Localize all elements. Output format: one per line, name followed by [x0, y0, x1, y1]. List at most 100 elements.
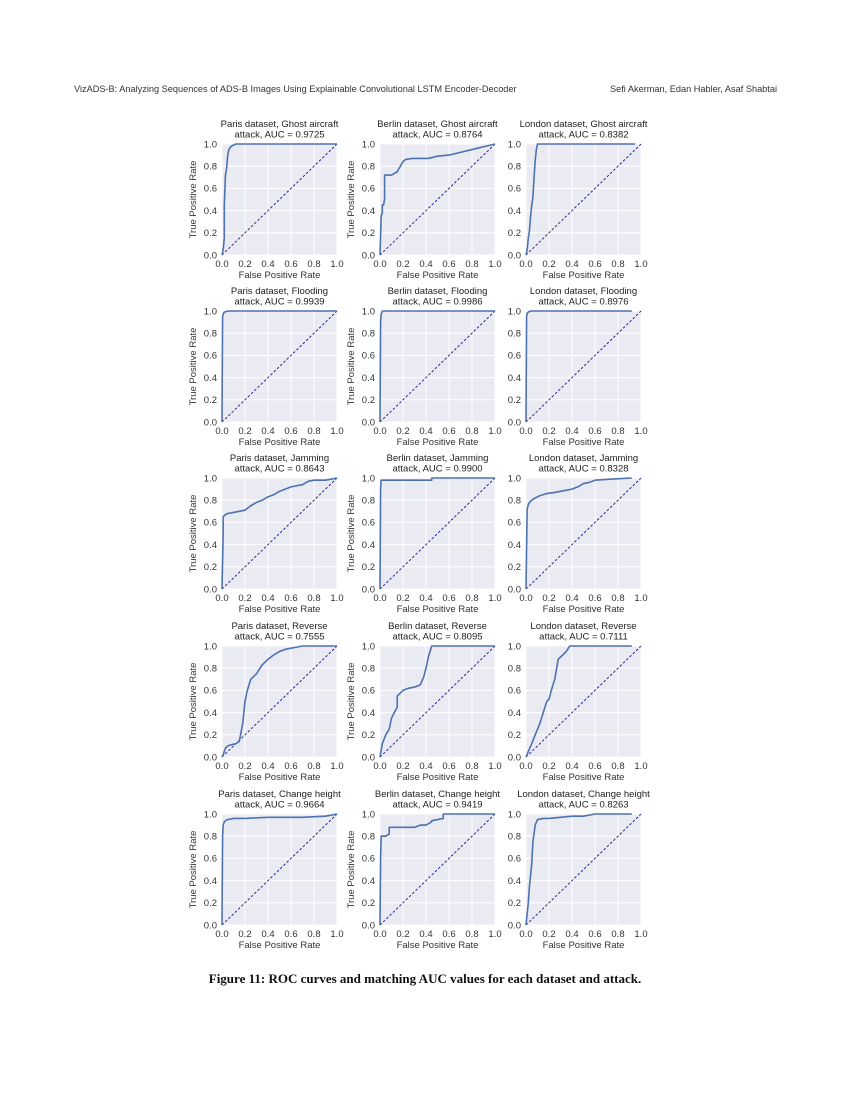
x-tick-label: 0.2: [542, 593, 555, 604]
x-axis-label: False Positive Rate: [397, 270, 479, 281]
x-tick-label: 0.2: [542, 259, 555, 270]
y-tick-label: 0.6: [362, 351, 375, 362]
y-tick-label: 0.2: [362, 395, 375, 406]
y-axis-label: True Positive Rate: [188, 328, 199, 406]
y-axis-label: True Positive Rate: [188, 495, 199, 573]
plot-background: [222, 814, 337, 925]
roc-curve-line: [379, 310, 495, 423]
y-tick-label: 0.6: [204, 686, 217, 697]
x-tick-label: 0.6: [284, 929, 297, 940]
roc-chart-svg: 0.0 0.2 0.4 0.6 0.8 1.0 0.0 0.2 0.4 0.6 0.8 1.0 Fals…: [346, 789, 502, 951]
y-tick-label: 0.8: [204, 329, 217, 340]
roc-chart-svg: 0.0 0.2 0.4 0.6 0.8 1.0 0.0 0.2 0.4 0.6 0.8 1.0 Fals…: [508, 621, 648, 783]
roc-chart-panel: 0.0 0.2 0.4 0.6 0.8 1.0 0.0 0.2 0.4 0.6 0.8 1.0 Fals…: [334, 787, 514, 951]
x-tick-label: 0.4: [261, 929, 274, 940]
roc-curve-line: [379, 477, 495, 590]
roc-chart-panel: 0.0 0.2 0.4 0.6 0.8 1.0 0.0 0.2 0.4 0.6 0.8 1.0 Fals…: [480, 619, 660, 783]
roc-chart-panel: 0.0 0.2 0.4 0.6 0.8 1.0 0.0 0.2 0.4 0.6 0.8 1.0 Fals…: [176, 619, 356, 783]
y-axis-label: True Positive Rate: [346, 663, 357, 741]
y-axis-label: True Positive Rate: [346, 328, 357, 406]
roc-chart-panel: 0.0 0.2 0.4 0.6 0.8 1.0 0.0 0.2 0.4 0.6 0.8 1.0 Fals…: [176, 117, 356, 281]
roc-chart-panel: 0.0 0.2 0.4 0.6 0.8 1.0 0.0 0.2 0.4 0.6 0.8 1.0 Fals…: [176, 787, 356, 951]
y-tick-label: 1.0: [508, 641, 521, 652]
y-tick-label: 1.0: [362, 809, 375, 820]
chart-title-line: attack, AUC = 0.8263: [538, 800, 628, 811]
y-tick-label: 0.4: [508, 206, 521, 217]
plot-background: [380, 144, 495, 255]
y-tick-label: 0.6: [508, 686, 521, 697]
x-tick-label: 1.0: [488, 259, 501, 270]
y-tick-label: 0.8: [362, 329, 375, 340]
x-axis-label: False Positive Rate: [543, 270, 625, 281]
chart-title-line: attack, AUC = 0.8976: [538, 297, 628, 308]
x-axis-label: False Positive Rate: [239, 604, 321, 615]
x-tick-label: 1.0: [634, 259, 647, 270]
y-axis-label: True Positive Rate: [346, 831, 357, 909]
x-tick-label: 0.8: [307, 761, 320, 772]
y-tick-label: 0.6: [508, 184, 521, 195]
y-tick-label: 0.0: [362, 417, 375, 428]
roc-curve-line: [221, 645, 337, 758]
y-tick-label: 0.4: [508, 708, 521, 719]
x-tick-label: 0.8: [465, 259, 478, 270]
y-tick-label: 0.4: [362, 540, 375, 551]
x-tick-label: 0.8: [307, 426, 320, 437]
x-tick-label: 0.0: [215, 593, 228, 604]
y-tick-label: 0.0: [362, 752, 375, 763]
x-tick-label: 1.0: [634, 426, 647, 437]
x-tick-label: 0.0: [373, 426, 386, 437]
roc-chart-panel: 0.0 0.2 0.4 0.6 0.8 1.0 0.0 0.2 0.4 0.6 0.8 1.0 Fals…: [334, 619, 514, 783]
y-tick-label: 0.6: [362, 518, 375, 529]
y-tick-label: 1.0: [362, 139, 375, 150]
y-tick-label: 1.0: [362, 641, 375, 652]
x-axis-label: False Positive Rate: [543, 437, 625, 448]
chart-title-line: attack, AUC = 0.7111: [539, 632, 628, 643]
x-tick-label: 0.4: [565, 929, 578, 940]
chart-title-line: Berlin dataset, Jamming: [387, 453, 489, 464]
roc-curve-line: [221, 310, 337, 423]
chart-title-line: London dataset, Jamming: [529, 453, 638, 464]
plot-background: [526, 311, 641, 422]
y-tick-label: 0.4: [204, 540, 217, 551]
x-tick-label: 0.8: [465, 593, 478, 604]
x-tick-label: 0.6: [284, 259, 297, 270]
x-tick-label: 0.8: [611, 259, 624, 270]
x-tick-label: 0.4: [419, 929, 432, 940]
y-tick-label: 1.0: [204, 473, 217, 484]
x-tick-label: 0.0: [215, 761, 228, 772]
chart-title-line: London dataset, Ghost aircraft: [520, 119, 648, 130]
x-tick-label: 0.4: [419, 761, 432, 772]
chart-title-line: London dataset, Reverse: [530, 621, 636, 632]
running-head: VizADS-B: Analyzing Sequences of ADS-B I…: [74, 84, 777, 98]
x-tick-label: 0.0: [519, 259, 532, 270]
y-tick-label: 1.0: [204, 809, 217, 820]
x-tick-label: 0.4: [261, 761, 274, 772]
x-tick-label: 0.2: [238, 426, 251, 437]
y-tick-label: 0.6: [204, 854, 217, 865]
y-tick-label: 0.0: [508, 752, 521, 763]
y-tick-label: 0.0: [508, 584, 521, 595]
y-tick-label: 0.0: [362, 584, 375, 595]
roc-curve-line: [221, 477, 338, 590]
x-axis-label: False Positive Rate: [239, 940, 321, 951]
y-tick-label: 0.2: [204, 562, 217, 573]
y-tick-label: 0.2: [508, 562, 521, 573]
y-tick-label: 0.8: [362, 162, 375, 173]
y-axis-label: True Positive Rate: [346, 161, 357, 239]
y-tick-label: 0.2: [204, 228, 217, 239]
roc-chart-panel: 0.0 0.2 0.4 0.6 0.8 1.0 0.0 0.2 0.4 0.6 0.8 1.0 Fals…: [480, 451, 660, 615]
x-tick-label: 0.8: [307, 259, 320, 270]
plot-background: [526, 646, 641, 757]
roc-curve-line: [221, 143, 337, 256]
y-axis-label: True Positive Rate: [188, 161, 199, 239]
y-tick-label: 0.8: [362, 496, 375, 507]
x-axis-label: False Positive Rate: [397, 604, 479, 615]
y-tick-label: 0.0: [362, 250, 375, 261]
y-tick-label: 0.0: [508, 920, 521, 931]
y-tick-label: 0.4: [362, 373, 375, 384]
y-tick-label: 0.8: [362, 664, 375, 675]
plot-background: [222, 478, 337, 589]
y-tick-label: 0.2: [362, 562, 375, 573]
x-tick-label: 0.4: [261, 426, 274, 437]
y-tick-label: 0.0: [508, 250, 521, 261]
